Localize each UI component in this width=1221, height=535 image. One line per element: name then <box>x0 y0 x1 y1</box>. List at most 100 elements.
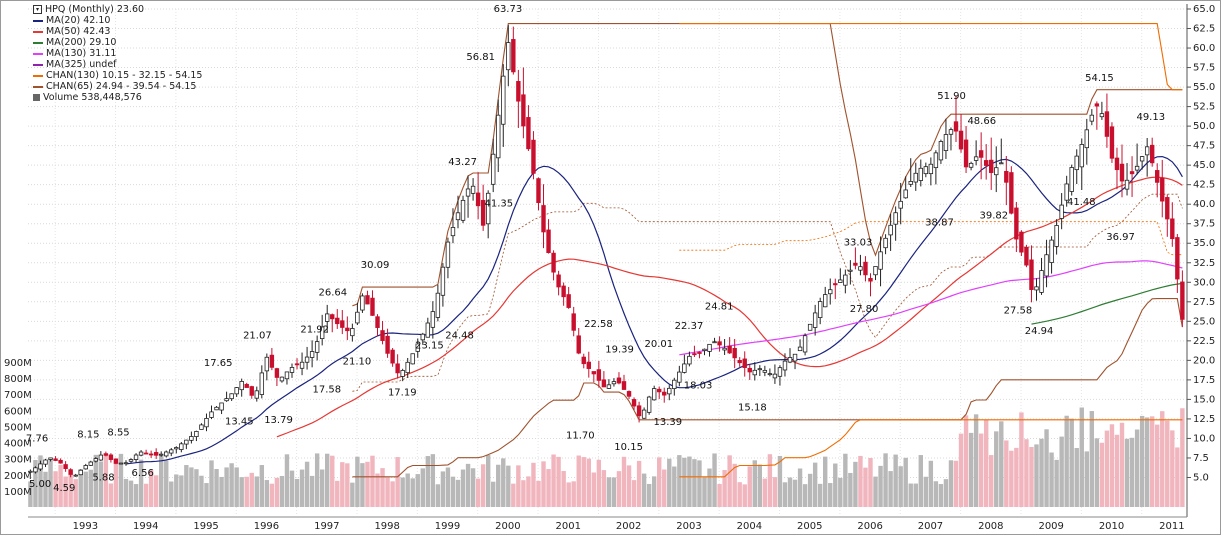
volume-bar <box>863 467 868 507</box>
volume-bar <box>667 458 672 507</box>
volume-bar <box>1104 430 1110 507</box>
volume-bar <box>128 480 134 507</box>
volume-bar <box>692 459 697 507</box>
price-annotation: 56.81 <box>466 52 495 63</box>
volume-bar <box>28 481 33 507</box>
candle-body <box>968 162 974 168</box>
candle-body <box>943 134 949 151</box>
volume-bar <box>113 458 119 507</box>
candle-body <box>420 333 425 341</box>
volume-bar <box>541 461 546 507</box>
volume-bar <box>999 421 1004 507</box>
volume-bar <box>1069 418 1074 507</box>
volume-bar <box>898 466 903 507</box>
x-tick-label: 1997 <box>314 521 339 532</box>
candle-body <box>194 431 199 438</box>
volume-bar <box>103 455 109 507</box>
price-annotation: 41.35 <box>485 199 514 210</box>
volume-bar <box>33 460 38 507</box>
volume-bar <box>1139 415 1145 507</box>
candle-body <box>908 181 913 185</box>
volume-tick-label: 900M <box>4 358 32 369</box>
volume-bar <box>1079 407 1084 507</box>
candle-body <box>823 294 828 308</box>
volume-bar <box>677 455 682 507</box>
volume-bar <box>611 477 617 507</box>
volume-bar <box>274 477 280 507</box>
volume-bar <box>475 478 481 507</box>
price-annotation: 5.00 <box>29 479 51 490</box>
chart-settings-icon[interactable]: ▾ <box>33 5 42 14</box>
y-tick-label: 50.0 <box>1193 121 1215 132</box>
volume-bar <box>289 470 295 507</box>
price-annotation: 17.65 <box>204 358 233 369</box>
y-tick-label: 25.0 <box>1193 316 1215 327</box>
price-annotation: 51.90 <box>937 91 966 102</box>
price-annotation: 48.66 <box>967 116 996 127</box>
legend-label: MA(130) 31.11 <box>46 48 117 59</box>
candle-body <box>1155 170 1160 183</box>
volume-bar <box>621 456 627 507</box>
candle-body <box>199 424 204 430</box>
volume-bar <box>254 476 259 507</box>
volume-bar <box>440 471 446 507</box>
candle-body <box>1099 113 1105 118</box>
volume-bar <box>948 460 954 507</box>
chan65-lower <box>352 298 1183 478</box>
volume-bar <box>893 454 898 507</box>
x-tick-label: 2003 <box>676 521 701 532</box>
volume-bar <box>848 472 853 507</box>
candle-body <box>128 459 134 462</box>
candle-body <box>274 368 280 378</box>
volume-bar <box>1019 412 1024 507</box>
candle-body <box>1019 231 1024 253</box>
volume-bar <box>551 454 556 507</box>
volume-tick-label: 100M <box>4 487 32 498</box>
volume-bar <box>953 460 959 507</box>
volume-bar <box>843 453 848 507</box>
candle-body <box>953 121 959 132</box>
volume-bar <box>219 476 224 507</box>
volume-bar <box>641 473 647 507</box>
candle-body <box>772 373 778 379</box>
candle-body <box>340 320 345 328</box>
volume-bar <box>164 460 169 507</box>
candle-body <box>425 322 431 338</box>
volume-bar <box>390 481 395 507</box>
volume-bar <box>264 480 270 507</box>
candle-body <box>470 185 476 194</box>
price-annotation: 33.03 <box>844 238 873 249</box>
legend-item: Volume 538,448,576 <box>33 92 202 103</box>
channel-lines <box>352 23 1183 478</box>
candle-body <box>93 458 99 462</box>
volume-bar <box>958 433 964 507</box>
candle-body <box>284 371 290 380</box>
volume-bar <box>118 453 124 507</box>
candle-body <box>621 381 627 390</box>
volume-bar <box>350 482 355 507</box>
candle-body <box>521 94 526 127</box>
candle-body <box>1114 157 1120 171</box>
volume-bar <box>1114 434 1120 507</box>
volume-bar <box>1074 447 1079 507</box>
candle-body <box>48 457 53 460</box>
volume-bar <box>651 476 657 507</box>
price-annotation: 54.15 <box>1085 73 1114 84</box>
candle-body <box>355 311 360 324</box>
candle-body <box>1044 254 1049 277</box>
volume-bar <box>838 477 843 507</box>
candle-body <box>994 167 999 176</box>
volume-bar <box>571 481 576 507</box>
volume-bar <box>792 479 798 507</box>
candle-body <box>1054 225 1059 247</box>
x-tick-label: 2007 <box>918 521 943 532</box>
candle-body <box>913 172 918 183</box>
volume-bar <box>556 456 561 507</box>
candle-body <box>465 188 471 197</box>
legend-swatch <box>33 41 43 44</box>
volume-bar <box>903 457 908 507</box>
volume-bar <box>209 460 214 507</box>
volume-bar <box>707 468 712 507</box>
volume-bar <box>330 455 335 507</box>
candle-body <box>1139 156 1145 162</box>
